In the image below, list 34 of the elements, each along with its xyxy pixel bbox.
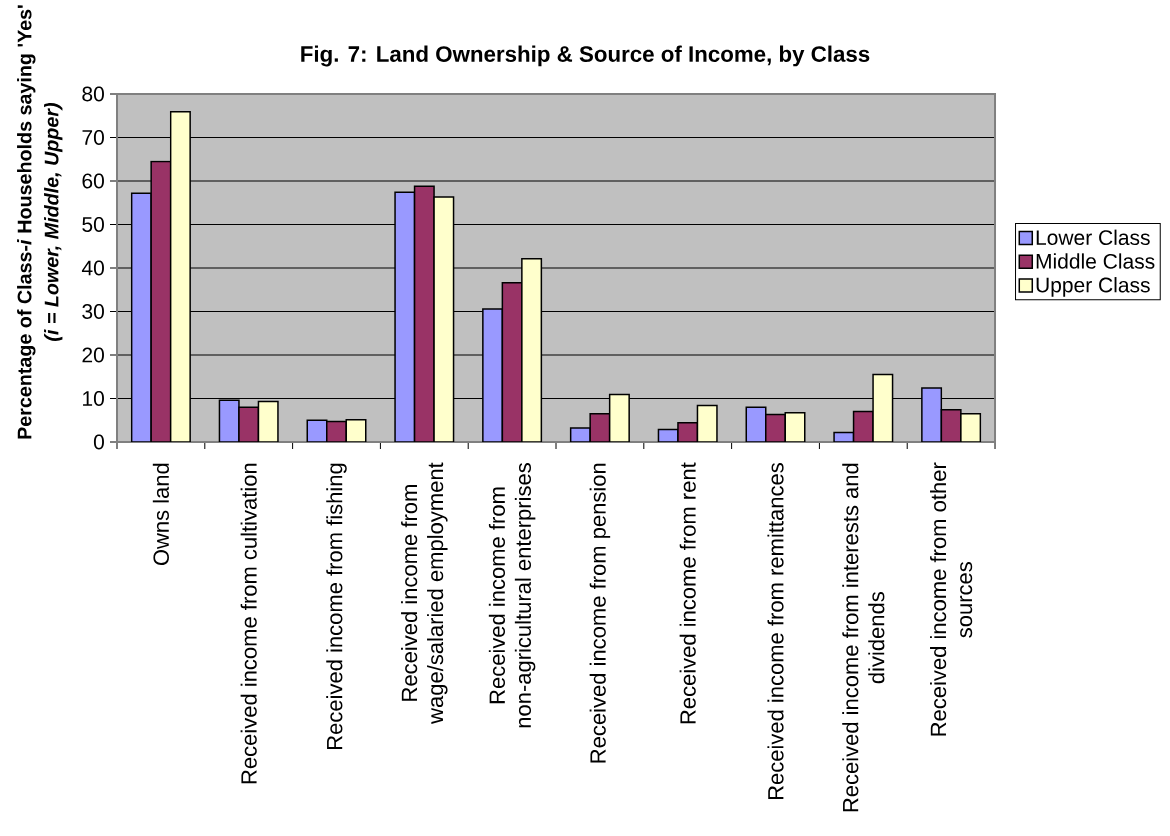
bar [521,258,542,443]
bar [609,394,630,443]
x-tick-label: Received income from pension [589,463,611,763]
bar [414,186,435,443]
legend-label: Middle Class [1036,253,1155,269]
bar [482,308,503,443]
bar [873,374,893,443]
y-tick-label: 10 [83,391,104,406]
bar [131,193,152,443]
x-tick-label: Received income from interests and dividends [842,463,885,812]
y-tick-label: 60 [82,173,104,189]
y-tick-label: 20 [82,347,104,363]
x-tick-label: Received income from non-agricultural enterprises [488,463,536,728]
bar [170,111,191,443]
x-tick-label: Owns land [152,463,169,566]
bar [395,192,415,443]
x-tick-label: Received income from fishing [326,463,347,749]
y-tick-label: 0 [93,434,104,450]
x-tick-label: Received income from other sources [930,462,973,736]
legend-label: Upper Class [1036,277,1150,297]
bar [151,161,171,443]
legend-label: Lower Class [1036,229,1150,246]
x-tick-label: Received income from cultivation [240,463,257,784]
y-tick-label: 70 [82,130,104,145]
bar [502,282,522,443]
chart-title: Fig. 7: Land Ownership & Source of Income, by Class [301,45,870,67]
y-tick-label: 40 [81,260,104,276]
bar [434,197,454,443]
y-tick-label: 30 [82,304,104,319]
x-tick-label: Received income from rent [679,462,696,724]
y-tick-label: 50 [82,217,104,232]
x-tick-label: Received income from remittances [767,463,784,800]
y-tick-label: 80 [82,86,104,102]
x-tick-label: Received income from wage/salaried employment [401,462,448,724]
